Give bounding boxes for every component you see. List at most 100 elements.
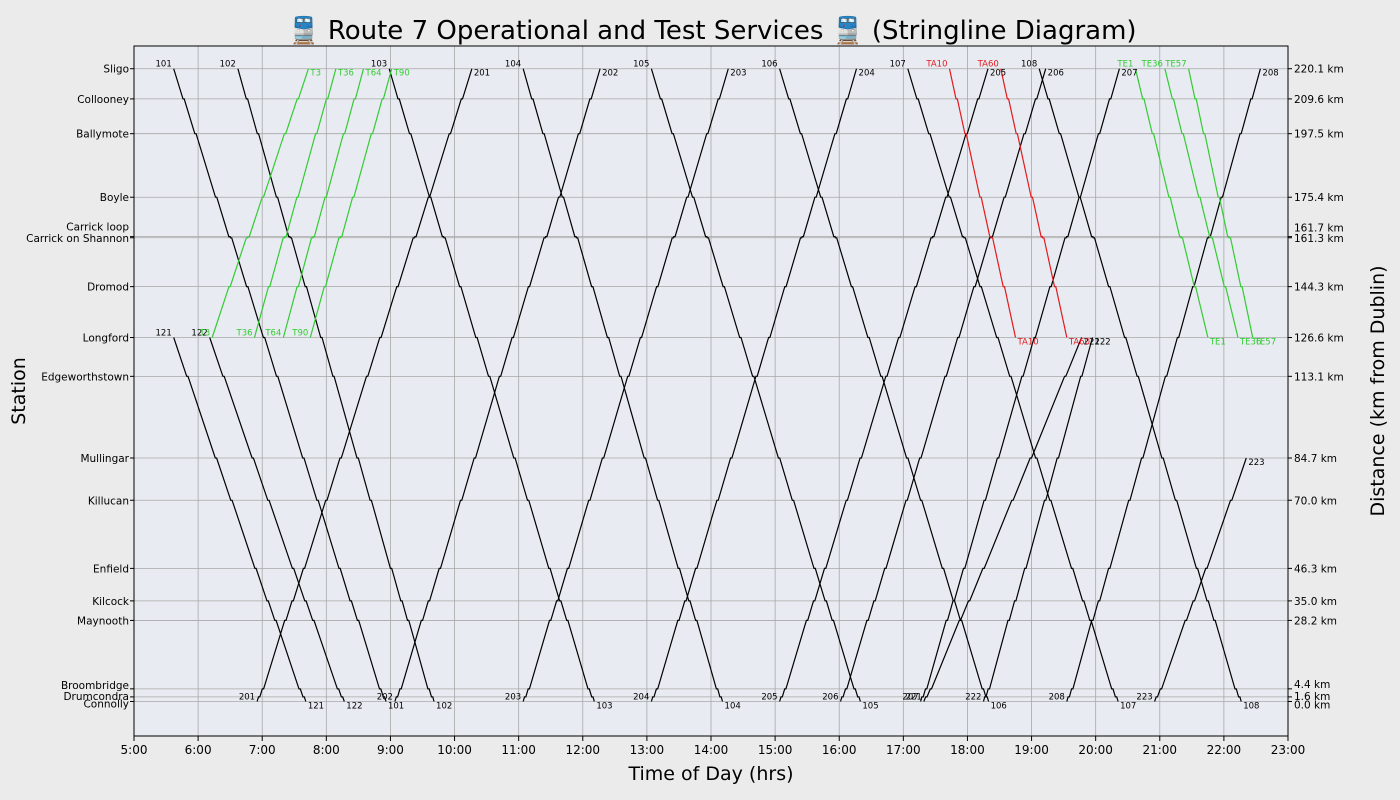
x-tick-label: 16:00: [822, 743, 857, 757]
station-label: Carrick on Shannon: [26, 233, 129, 245]
train-path-107: [907, 68, 1119, 702]
distance-label: 28.2 km: [1294, 615, 1337, 627]
service-label-end: 101: [388, 702, 404, 712]
service-label-end: T90: [393, 69, 410, 79]
x-tick-label: 20:00: [1078, 743, 1113, 757]
service-label-end: T36: [337, 69, 354, 79]
station-labels: Sligo Collooney Ballymote Boyle Carrick loop…: [26, 64, 134, 711]
distance-label: 161.3 km: [1294, 233, 1344, 245]
service-label-start: 121: [156, 329, 172, 339]
service-label-start: 103: [371, 60, 387, 70]
service-labels: 101 101 102 102 103 103 104 104 105 105 106 106 107 1…: [156, 60, 1279, 712]
chart-title: 🚆 Route 7 Operational and Test Services 🚆(…: [287, 15, 1136, 46]
train-path-ta60: [1000, 68, 1068, 338]
service-label-start: 222: [965, 693, 981, 703]
plot-frame: [133, 45, 1289, 737]
service-label-start: 107: [890, 60, 906, 70]
train-path-205: [779, 68, 989, 702]
service-label-end: 222: [1094, 338, 1110, 348]
train-path-te57: [1188, 68, 1254, 338]
service-label-end: 106: [991, 702, 1007, 712]
train-front-icon: 🚆: [831, 15, 863, 46]
service-label-end: 102: [436, 702, 452, 712]
train-path-222: [982, 337, 1094, 702]
service-label-start: TA10: [925, 60, 947, 70]
x-tick-label: 10:00: [437, 743, 472, 757]
distance-label: 220.1 km: [1294, 64, 1344, 76]
service-label-end: 205: [990, 69, 1006, 79]
distance-label: 4.4 km: [1294, 679, 1330, 691]
service-label-end: 103: [596, 702, 612, 712]
service-label-end: T3: [309, 69, 321, 79]
x-tick-labels: 5:00 6:00 7:00 8:00 9:00 10:00 11:00 12:00 13:00…: [121, 736, 1306, 757]
x-tick-label: 19:00: [1014, 743, 1049, 757]
distance-label: 1.6 km: [1294, 691, 1330, 703]
train-path-206: [839, 68, 1047, 702]
service-label-start: TE57: [1164, 60, 1186, 70]
train-path-105: [650, 68, 861, 702]
distance-label: 126.6 km: [1294, 333, 1344, 345]
service-label-end: 108: [1243, 702, 1259, 712]
station-label: Maynooth: [77, 615, 129, 627]
service-label-start: 106: [761, 60, 777, 70]
service-label-start: 221: [906, 693, 922, 703]
train-path-t64: [282, 68, 365, 338]
x-tick-label: 23:00: [1271, 743, 1306, 757]
service-label-start: 201: [239, 693, 255, 703]
service-label-start: 104: [505, 60, 521, 70]
train-path-101: [173, 68, 387, 702]
x-tick-label: 15:00: [758, 743, 793, 757]
x-tick-label: 22:00: [1207, 743, 1242, 757]
service-label-end: TA10: [1017, 338, 1039, 348]
service-label-end: TA60: [1068, 338, 1090, 348]
service-label-start: 223: [1136, 693, 1152, 703]
x-tick-label: 8:00: [313, 743, 340, 757]
service-label-end: 206: [1048, 69, 1064, 79]
x-tick-label: 9:00: [377, 743, 404, 757]
distance-label: 84.7 km: [1294, 453, 1337, 465]
distance-label: 70.0 km: [1294, 495, 1337, 507]
service-label-end: TE36: [1239, 338, 1261, 348]
train-path-121: [173, 337, 307, 702]
service-label-start: TE1: [1116, 60, 1133, 70]
x-tick-label: 6:00: [185, 743, 212, 757]
train-path-122: [209, 337, 345, 702]
service-label-start: 205: [761, 693, 777, 703]
service-label-start: 122: [191, 329, 207, 339]
station-label: Edgeworthstown: [41, 371, 129, 383]
x-tick-label: 7:00: [249, 743, 276, 757]
train-path-207: [920, 68, 1120, 702]
service-label-end: 121: [308, 702, 324, 712]
train-path-203: [522, 68, 729, 702]
service-label-start: 204: [633, 693, 649, 703]
distance-label: 161.7 km: [1294, 223, 1344, 235]
train-front-icon: 🚆: [287, 15, 319, 46]
service-label-start: 102: [220, 60, 236, 70]
station-label: Carrick loop: [66, 222, 129, 234]
x-tick-label: 12:00: [565, 743, 600, 757]
x-tick-label: 5:00: [121, 743, 148, 757]
service-label-end: 107: [1120, 702, 1136, 712]
service-label-end: 122: [346, 702, 362, 712]
station-label: Boyle: [100, 192, 129, 204]
train-path-202: [394, 68, 601, 702]
train-path-201: [256, 68, 473, 702]
train-path-t90: [309, 68, 393, 338]
distance-label: 209.6 km: [1294, 94, 1344, 106]
x-tick-label: 17:00: [886, 743, 921, 757]
station-label: Kilcock: [92, 596, 130, 608]
service-label-start: 206: [822, 693, 838, 703]
distance-label: 175.4 km: [1294, 192, 1344, 204]
service-label-start: 208: [1049, 693, 1065, 703]
train-path-te1: [1134, 68, 1209, 338]
service-label-end: 105: [862, 702, 878, 712]
distance-label: 0.0 km: [1294, 700, 1330, 712]
station-label: Dromod: [87, 282, 129, 294]
service-label-start: TE36: [1141, 60, 1163, 70]
train-path-221: [923, 337, 1083, 702]
service-label-end: 223: [1248, 458, 1264, 468]
service-label-end: 204: [859, 69, 875, 79]
service-label-start: T64: [264, 329, 281, 339]
station-label: Mullingar: [80, 453, 129, 465]
